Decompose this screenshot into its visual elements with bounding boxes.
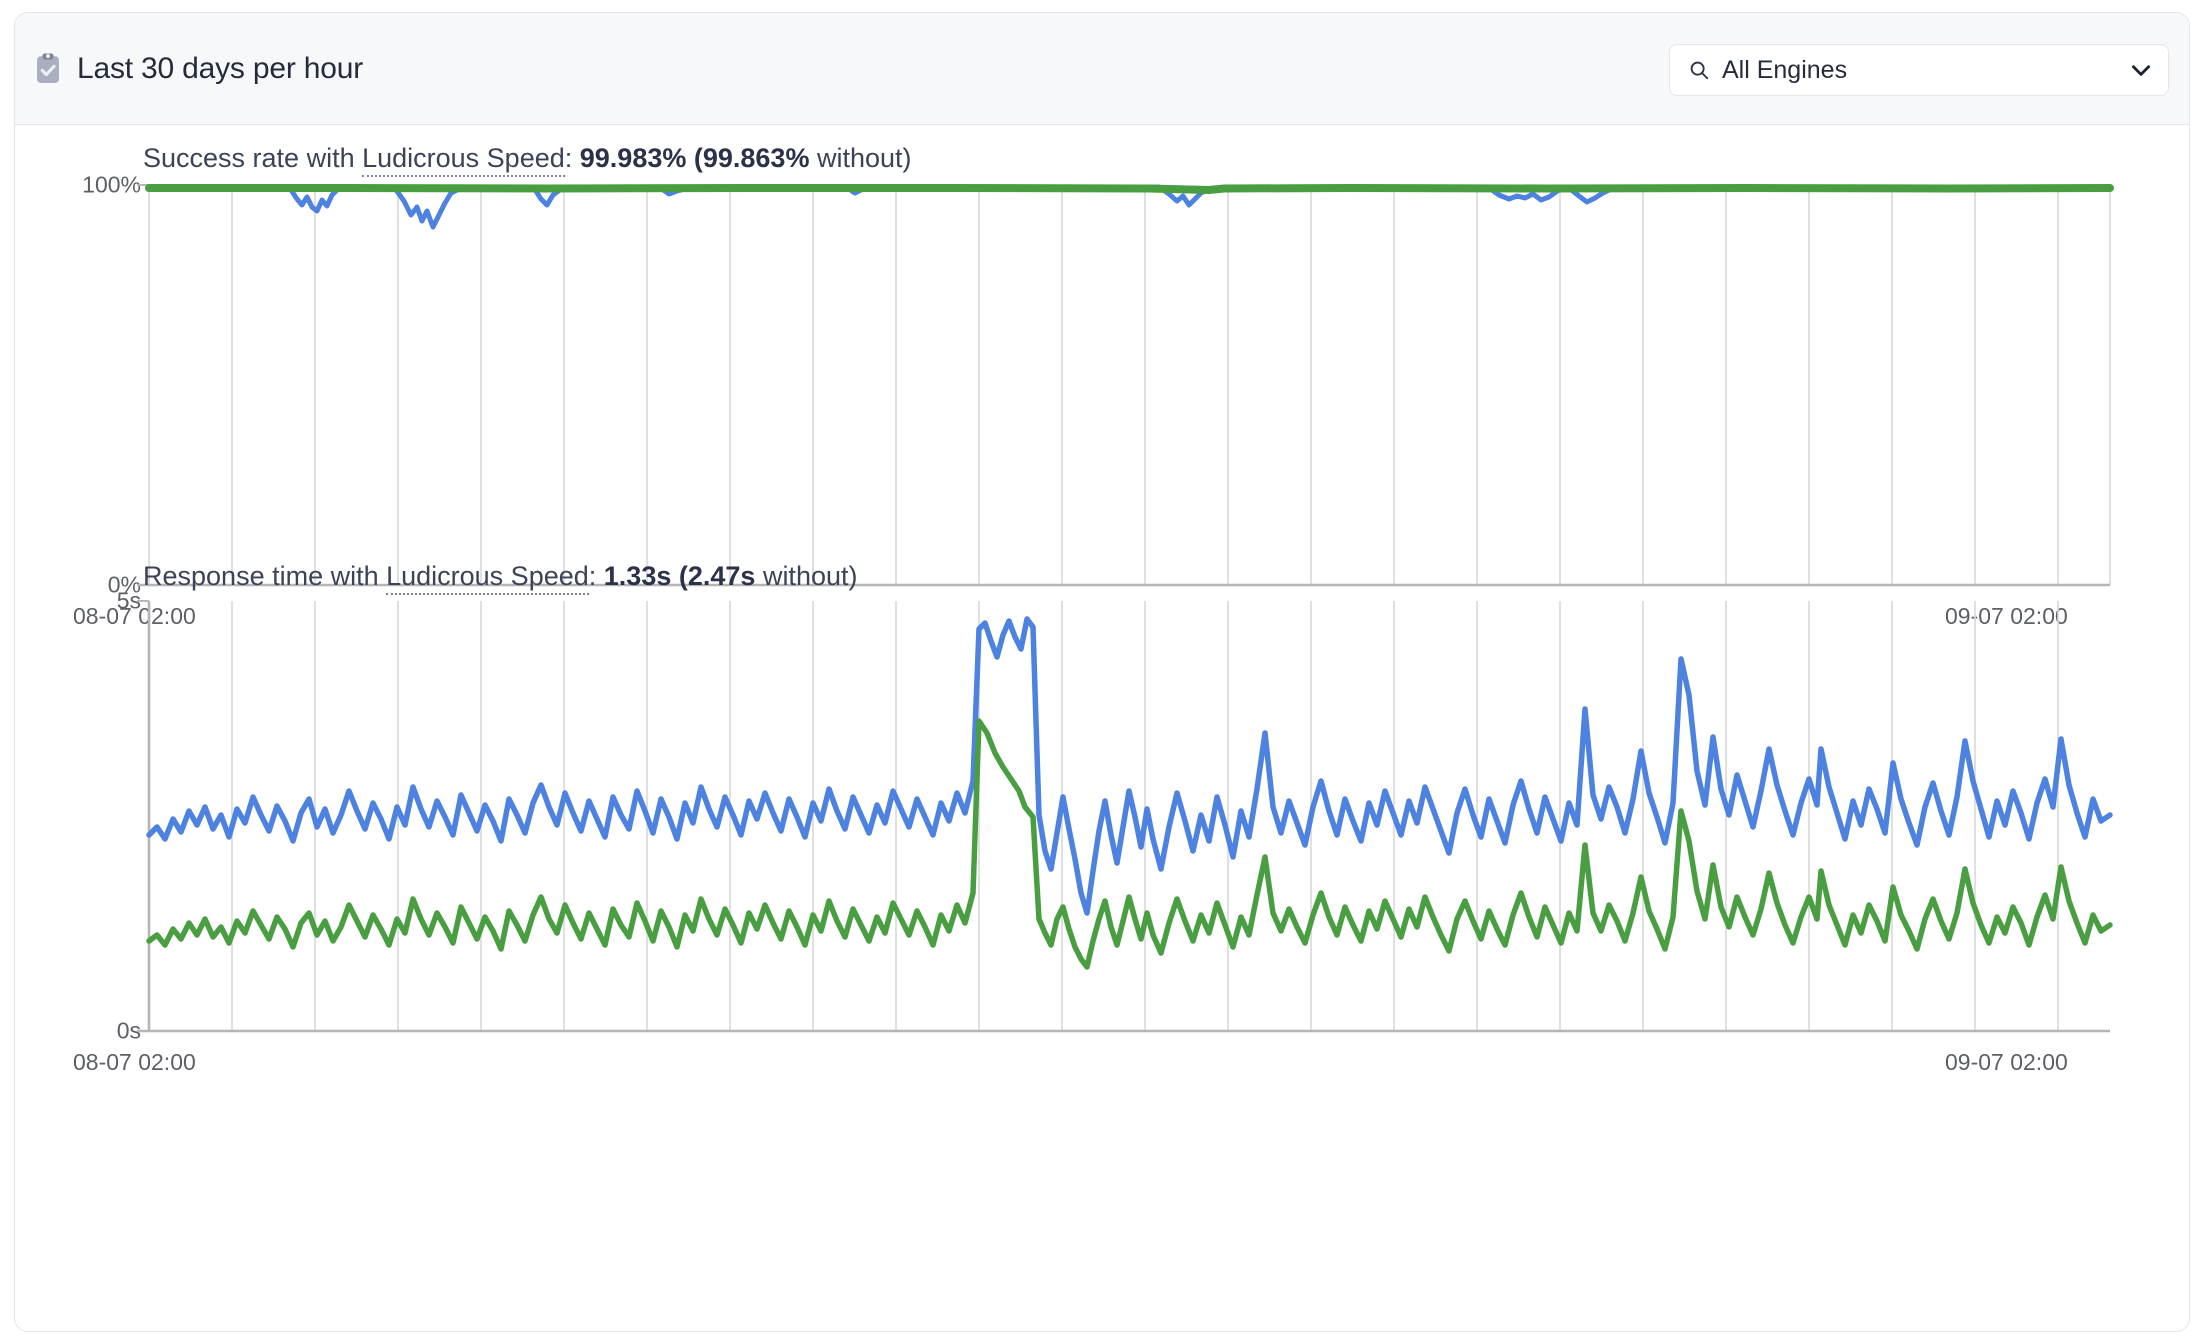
- ludicrous-speed-term[interactable]: Ludicrous Speed: [362, 143, 565, 177]
- y-tick-5s: 5s: [116, 587, 141, 614]
- secondary-open-paren: (: [686, 143, 703, 173]
- x-tick-start: 08-07 02:00: [73, 1049, 196, 1075]
- series-with-ludicrous-speed: [145, 184, 2114, 194]
- series-without-ludicrous-speed: [146, 184, 2113, 230]
- x-tick-end: 09-07 02:00: [1945, 603, 2068, 629]
- response-time-y-axis: 5s 0s: [15, 588, 141, 1044]
- secondary-open-paren: (: [671, 561, 688, 591]
- x-tick-start: 08-07 02:00: [73, 603, 196, 629]
- panel-header-left: Last 30 days per hour: [33, 13, 363, 125]
- response-time-chart-block: Response time with Ludicrous Speed: 1.33…: [15, 543, 2189, 1331]
- secondary-metric-value: 99.863%: [702, 143, 810, 173]
- engine-filter-value: All Engines: [1722, 55, 1848, 84]
- secondary-metric-value: 2.47s: [687, 561, 756, 591]
- response-time-series-svg: [137, 600, 2113, 1033]
- search-icon: [1688, 59, 1710, 81]
- engine-filter-select[interactable]: All Engines: [1669, 44, 2169, 96]
- analytics-panel: Last 30 days per hour All Engines Succes…: [14, 12, 2190, 1332]
- y-tick-100: 100%: [82, 171, 141, 198]
- title-separator: :: [564, 143, 580, 173]
- success-rate-series-svg: [137, 184, 2114, 587]
- title-prefix: Response time with: [143, 561, 387, 591]
- response-time-plot-area: [137, 600, 2113, 1033]
- success-rate-y-axis: 100% 0%: [15, 172, 141, 598]
- chevron-down-icon[interactable]: [2128, 57, 2154, 83]
- x-tick-end: 09-07 02:00: [1945, 1049, 2068, 1075]
- success-rate-plot-area: [137, 184, 2114, 587]
- title-prefix: Success rate with: [143, 143, 363, 173]
- series-without-ludicrous-speed: [146, 616, 2113, 916]
- secondary-metric-tail: without): [755, 561, 858, 591]
- success-rate-chart-title: Success rate with Ludicrous Speed: 99.98…: [143, 143, 912, 177]
- success-rate-chart-block: Success rate with Ludicrous Speed: 99.98…: [15, 125, 2189, 685]
- ludicrous-speed-term[interactable]: Ludicrous Speed: [386, 561, 589, 595]
- response-time-chart-title: Response time with Ludicrous Speed: 1.33…: [143, 561, 858, 595]
- y-tick-0s: 0s: [116, 1017, 141, 1044]
- primary-metric-value: 1.33s: [603, 561, 672, 591]
- primary-metric-value: 99.983%: [579, 143, 687, 173]
- title-separator: :: [588, 561, 604, 591]
- success-rate-plot-wrap: 100% 0%: [15, 172, 2189, 685]
- page-title: Last 30 days per hour: [77, 52, 363, 85]
- secondary-metric-tail: without): [809, 143, 912, 173]
- gridlines: [148, 185, 2111, 585]
- response-time-plot-wrap: 5s 0s: [15, 588, 2189, 1331]
- panel-body: Success rate with Ludicrous Speed: 99.98…: [15, 125, 2189, 1331]
- clipboard-check-icon: [33, 52, 63, 86]
- series-with-ludicrous-speed: [146, 718, 2113, 970]
- y-tick-0: 0%: [107, 571, 141, 598]
- panel-header: Last 30 days per hour All Engines: [15, 13, 2189, 125]
